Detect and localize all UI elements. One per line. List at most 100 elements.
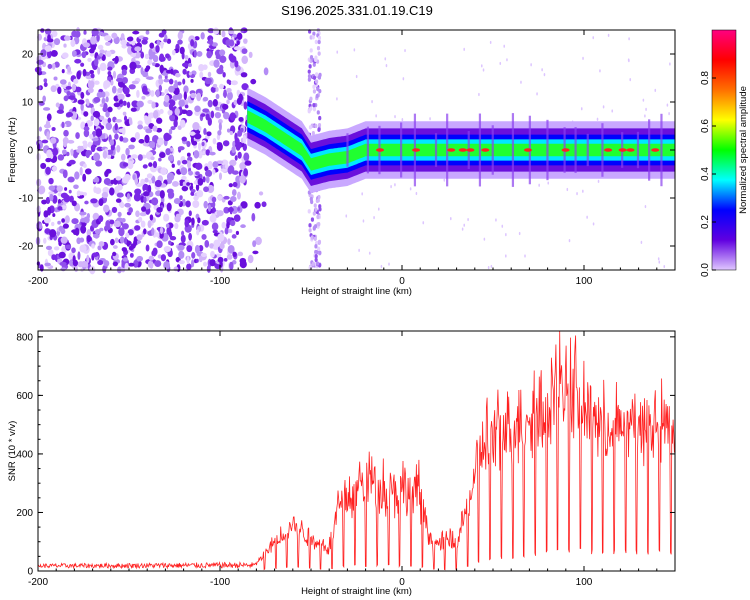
noise-blob — [213, 239, 221, 248]
noise-blob — [71, 218, 79, 225]
noise-blob — [109, 139, 115, 146]
noise-blob — [44, 262, 51, 267]
noise-blob — [227, 238, 231, 245]
noise-blob — [203, 186, 210, 193]
noise-blob — [316, 198, 320, 203]
noise-blob — [204, 240, 210, 248]
noise-blob — [314, 207, 318, 212]
x-tick-label: 100 — [576, 577, 593, 588]
noise-blob — [210, 110, 215, 119]
noise-blob — [252, 250, 259, 255]
noise-blob — [94, 229, 101, 235]
noise-blob — [308, 223, 312, 228]
noise-blob — [177, 31, 183, 40]
snr-axes: -200 -100 0 100 0 200 400 600 800 — [16, 331, 676, 588]
noise-blob — [317, 246, 321, 252]
noise-blob — [69, 195, 74, 203]
noise-blob — [362, 219, 365, 223]
noise-blob — [203, 128, 207, 135]
noise-blob — [57, 86, 62, 95]
noise-blob — [180, 234, 186, 244]
noise-blob — [219, 83, 224, 90]
noise-blob — [194, 244, 200, 254]
noise-blob — [57, 220, 61, 225]
noise-blob — [478, 92, 480, 97]
noise-blob — [520, 80, 522, 84]
snr-panel: -200 -100 0 100 0 200 400 600 800 Height of stra… — [7, 330, 676, 597]
noise-blob — [125, 232, 130, 239]
noise-blob — [212, 168, 216, 175]
ridge-spike — [546, 119, 549, 181]
noise-blob — [227, 165, 235, 174]
noise-blob — [186, 256, 190, 265]
noise-blob — [83, 111, 89, 117]
noise-blob — [128, 117, 133, 126]
noise-blob — [316, 214, 320, 220]
noise-blob — [206, 264, 211, 273]
noise-blob — [123, 87, 130, 95]
noise-blob — [53, 246, 60, 251]
noise-blob — [189, 131, 196, 136]
ridge-hotspot — [481, 148, 490, 152]
noise-blob — [105, 122, 112, 131]
noise-blob — [226, 254, 233, 260]
snr-series-line — [37, 330, 676, 571]
noise-blob — [170, 126, 176, 131]
noise-blob — [219, 242, 225, 250]
noise-blob — [144, 53, 150, 60]
noise-blob — [43, 82, 48, 88]
noise-blob — [38, 185, 46, 195]
noise-blob — [312, 106, 317, 112]
noise-blob — [83, 30, 87, 35]
noise-blob — [317, 35, 322, 41]
noise-blob — [311, 261, 315, 267]
noise-blob — [183, 85, 189, 94]
noise-blob — [580, 107, 583, 111]
noise-blob — [80, 260, 89, 268]
noise-blob — [112, 70, 117, 79]
noise-blob — [92, 212, 100, 221]
noise-blob — [197, 217, 201, 224]
noise-blob — [177, 244, 185, 251]
noise-blob — [216, 67, 224, 75]
noise-blob — [206, 131, 212, 137]
noise-blob — [524, 254, 526, 258]
noise-blob — [90, 115, 94, 122]
noise-blob — [99, 115, 105, 121]
noise-blob — [64, 215, 70, 224]
noise-blob — [248, 51, 253, 58]
noise-blob — [53, 76, 58, 81]
spectrogram-x-label: Height of straight line (km) — [301, 286, 412, 297]
noise-blob — [181, 230, 185, 236]
noise-blob — [628, 59, 630, 63]
noise-blob — [222, 140, 230, 147]
noise-blob — [154, 260, 162, 268]
noise-blob — [118, 99, 123, 105]
noise-blob — [140, 220, 146, 228]
noise-blob — [130, 137, 136, 143]
noise-blob — [190, 92, 196, 99]
noise-blob — [52, 147, 59, 156]
noise-blob — [44, 228, 51, 235]
noise-blob — [107, 66, 113, 71]
noise-blob — [174, 107, 181, 116]
noise-blob — [167, 191, 175, 199]
noise-blob — [218, 172, 223, 180]
noise-blob — [163, 246, 172, 253]
noise-blob — [59, 261, 67, 267]
noise-blob — [122, 162, 129, 167]
noise-blob — [90, 73, 95, 79]
noise-blob — [41, 139, 49, 144]
noise-blob — [158, 78, 164, 85]
noise-blob — [122, 257, 129, 262]
noise-blob — [181, 185, 189, 192]
noise-blob — [166, 172, 175, 182]
noise-blob — [50, 85, 57, 93]
noise-blob — [198, 255, 203, 263]
noise-blob — [224, 163, 229, 169]
noise-blob — [144, 67, 149, 73]
noise-blob — [105, 110, 110, 118]
noise-blob — [149, 214, 154, 221]
noise-blob — [89, 133, 94, 140]
noise-blob — [145, 244, 150, 252]
